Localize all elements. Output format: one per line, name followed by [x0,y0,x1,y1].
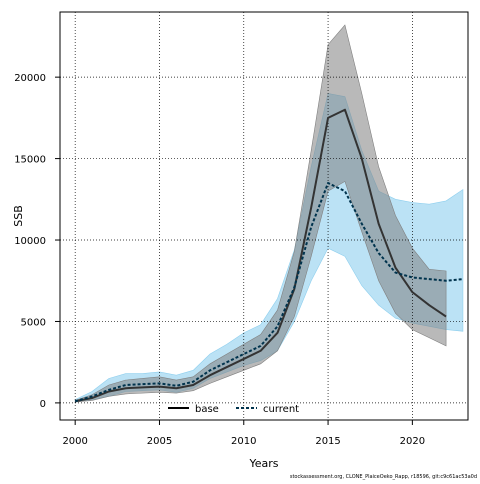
y-tick-label: 10000 [14,236,46,247]
x-tick-label: 2010 [231,436,256,447]
x-tick-label: 2005 [147,436,172,447]
footer-note: stockassessment.org, CLONE_PlaiceOeko_Ra… [290,474,477,480]
line-base [74,108,447,403]
legend-label-base: base [195,404,219,415]
legend: base current [168,404,299,415]
axes: 2000 2005 2010 2015 2020 0 5000 10000 15000 20000 [14,73,425,447]
line-current [74,182,464,403]
legend-label-current: current [263,404,299,415]
x-tick-label: 2015 [315,436,340,447]
x-tick-label: 2020 [400,436,425,447]
confidence-bands [74,24,464,403]
x-tick-label: 2000 [62,436,87,447]
y-tick-label: 20000 [14,73,46,84]
band-base [74,24,447,403]
grid [60,12,468,420]
y-tick-label: 15000 [14,155,46,166]
series-lines [74,108,464,403]
y-tick-label: 0 [40,399,46,410]
x-axis-label: Years [248,457,278,470]
plot-frame [59,11,469,421]
y-tick-label: 5000 [21,317,46,328]
y-axis-label: SSB [12,205,25,227]
